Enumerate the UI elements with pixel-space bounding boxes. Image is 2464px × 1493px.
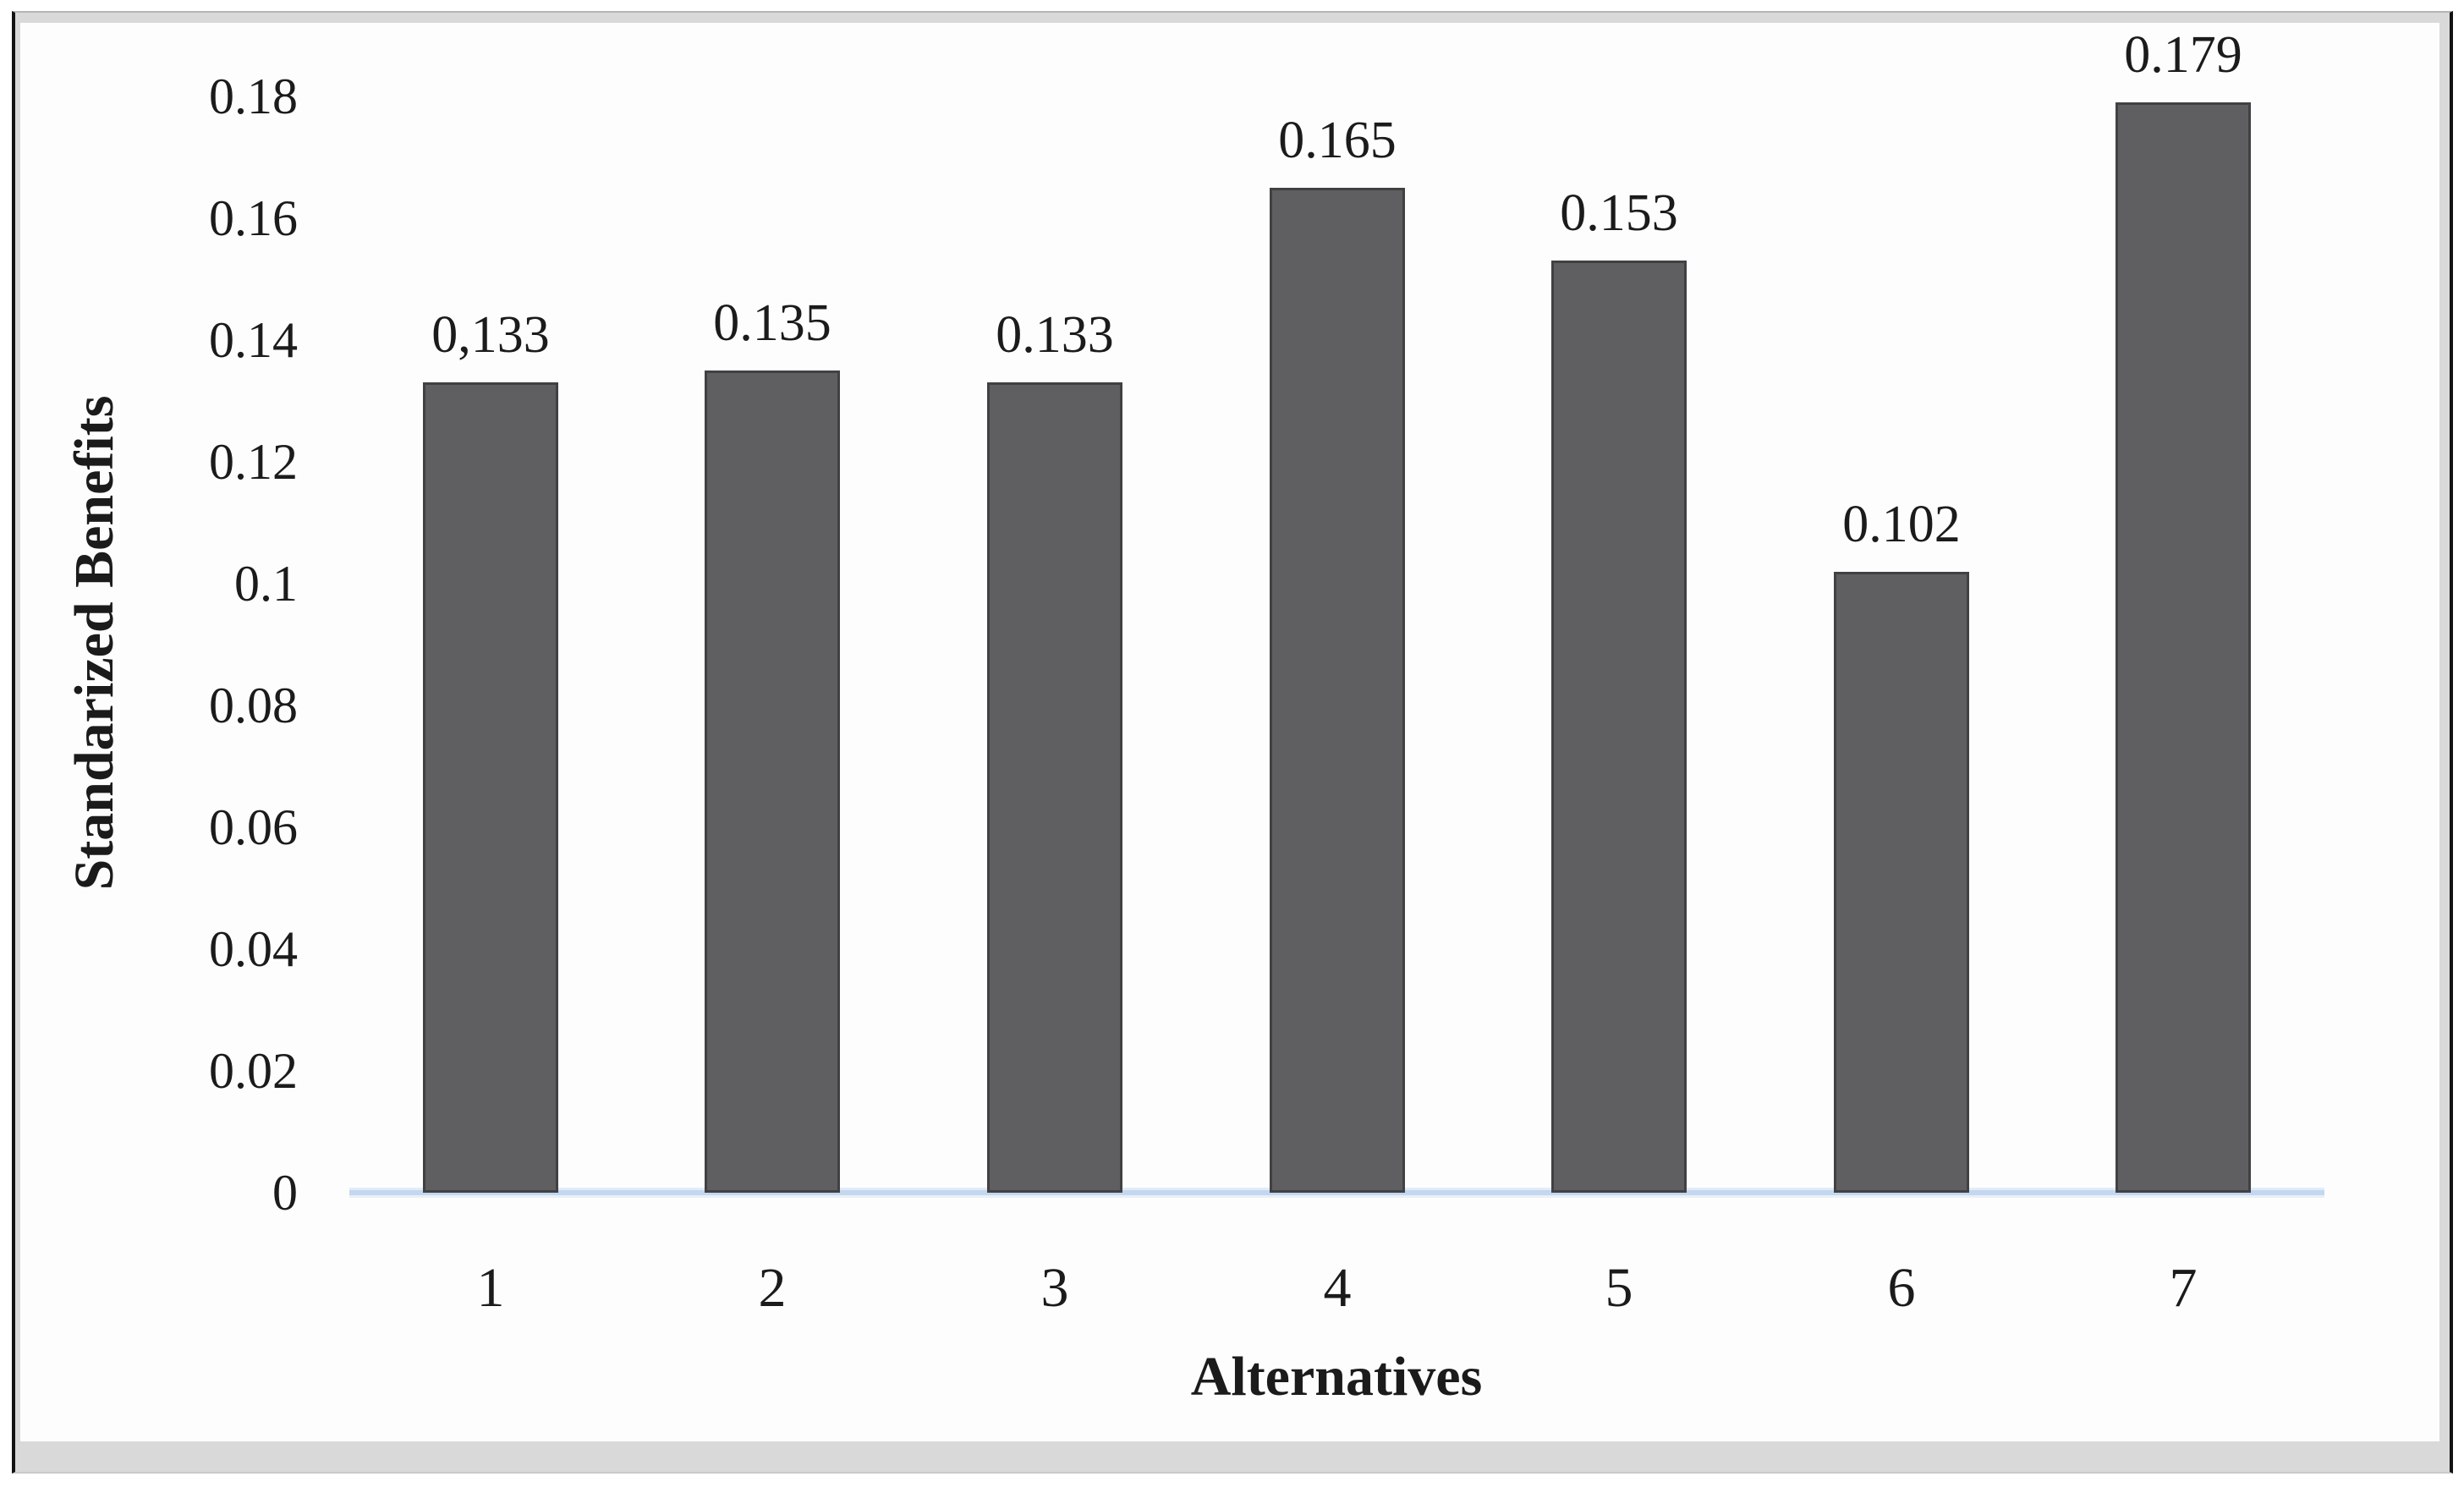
bar <box>2116 102 2251 1193</box>
y-tick-label: 0 <box>272 1165 298 1221</box>
bar <box>705 371 840 1193</box>
x-axis-title: Alternatives <box>1190 1346 1483 1408</box>
bar-value-label: 0.133 <box>996 306 1114 364</box>
y-tick-label: 0.12 <box>209 434 298 490</box>
y-tick-label: 0.04 <box>209 921 298 977</box>
y-tick-label: 0.08 <box>209 678 298 733</box>
figure-frame <box>12 11 2453 1474</box>
x-tick-label: 5 <box>1605 1257 1633 1319</box>
x-axis-line <box>349 1190 2324 1195</box>
y-tick-label: 0.14 <box>209 312 298 368</box>
x-tick-label: 7 <box>2169 1257 2198 1319</box>
bar <box>1270 188 1405 1193</box>
x-tick-label: 2 <box>758 1257 787 1319</box>
y-tick-label: 0.06 <box>209 799 298 855</box>
bar <box>987 382 1122 1193</box>
x-tick-label: 4 <box>1323 1257 1352 1319</box>
bar-value-label: 0,133 <box>431 306 550 364</box>
y-axis-title: Standarized Benefits <box>63 395 125 891</box>
x-tick-label: 3 <box>1040 1257 1069 1319</box>
x-tick-label: 6 <box>1887 1257 1916 1319</box>
bar <box>423 382 558 1193</box>
bar-value-label: 0.179 <box>2124 26 2242 84</box>
y-tick-label: 0.1 <box>234 556 298 612</box>
y-tick-label: 0.16 <box>209 190 298 246</box>
bar <box>1834 572 1969 1193</box>
bar-value-label: 0.153 <box>1560 184 1678 242</box>
y-tick-label: 0.18 <box>209 69 298 124</box>
bar-value-label: 0.102 <box>1842 496 1961 553</box>
bar <box>1551 261 1687 1193</box>
y-tick-label: 0.02 <box>209 1043 298 1099</box>
bar-value-label: 0.135 <box>713 294 831 352</box>
bar-value-label: 0.165 <box>1278 112 1397 169</box>
x-tick-label: 1 <box>476 1257 505 1319</box>
